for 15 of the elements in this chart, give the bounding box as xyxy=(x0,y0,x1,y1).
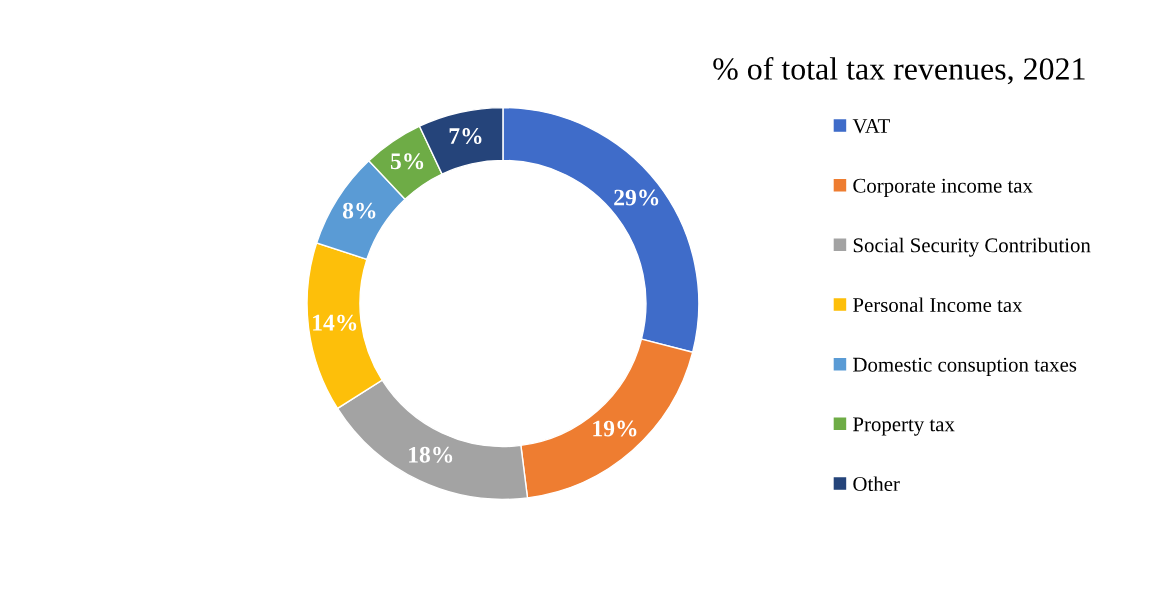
legend-label: Domestic consuption taxes xyxy=(853,357,1077,376)
legend-label: Corporate income tax xyxy=(853,178,1033,197)
legend-label: VAT xyxy=(852,119,890,134)
data-label: 5% xyxy=(390,153,424,170)
legend-label: Personal Income tax xyxy=(853,297,1023,313)
data-label: 29% xyxy=(614,189,659,206)
data-label: 7% xyxy=(449,128,482,145)
chart-title: % of total tax revenues, 2021 xyxy=(713,56,1085,85)
legend-label: Social Security Contribution xyxy=(853,237,1091,257)
legend-label: Other xyxy=(853,476,900,492)
data-label: 8% xyxy=(342,202,376,219)
data-label: 19% xyxy=(593,420,637,437)
legend-label: Property tax xyxy=(853,417,955,436)
data-label: 14% xyxy=(313,314,357,331)
data-label: 18% xyxy=(409,446,453,463)
